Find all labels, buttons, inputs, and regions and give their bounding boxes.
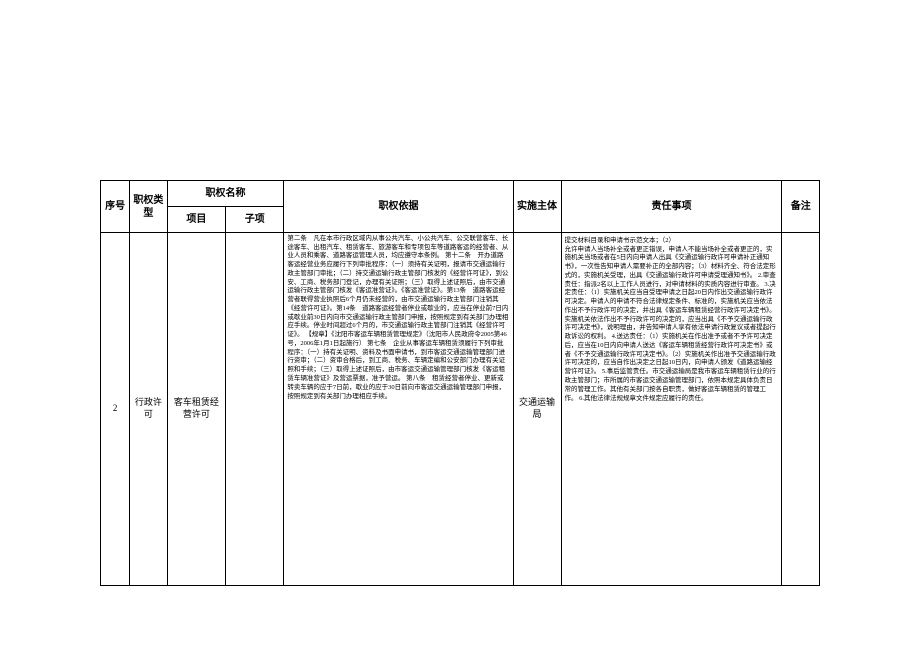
cell-subject: 交通运输局 [513,233,561,586]
header-subject: 实施主体 [513,181,561,233]
header-type: 职权类型 [130,181,168,233]
header-subitem: 子项 [226,207,284,233]
cell-note [782,233,820,586]
cell-project: 客车租赁经营许可 [167,233,225,586]
cell-type: 行政许可 [130,233,168,586]
header-note: 备注 [782,181,820,233]
header-basis: 职权依据 [284,181,513,233]
authority-table: 序号 职权类型 职权名称 职权依据 实施主体 责任事项 备注 项目 子项 2 行… [100,180,820,586]
header-duty: 责任事项 [561,181,782,233]
cell-duty: 1.受理责任：（1）公示许可的事项、依据、条件、数量、程序、期限以及需提交材料目… [561,233,782,586]
cell-basis: 【地方性法规】《沈阳市道路客运市场管理条例》（2012年5月22日修正） 第二条… [284,233,513,586]
cell-seq: 2 [101,233,130,586]
header-project: 项目 [167,207,225,233]
header-seq: 序号 [101,181,130,233]
table-row: 2 行政许可 客车租赁经营许可 【地方性法规】《沈阳市道路客运市场管理条例》（2… [101,233,820,586]
header-row-1: 序号 职权类型 职权名称 职权依据 实施主体 责任事项 备注 [101,181,820,207]
cell-subitem [226,233,284,586]
duty-line0: 1.受理责任：（1）公示许可的事项、依据、条件、数量、程序、期限以及需提交材料目… [565,234,778,244]
header-name: 职权名称 [167,181,284,207]
basis-text: 第二条 凡在本市行政区域内从事公共汽车、小公共汽车、公交联营客车、长途客车、出租… [287,235,508,400]
duty-text: 允许申请人当场补全或者更正错误，申请人不能当场补全或者更正的，实施机关当场或者在… [565,246,776,402]
